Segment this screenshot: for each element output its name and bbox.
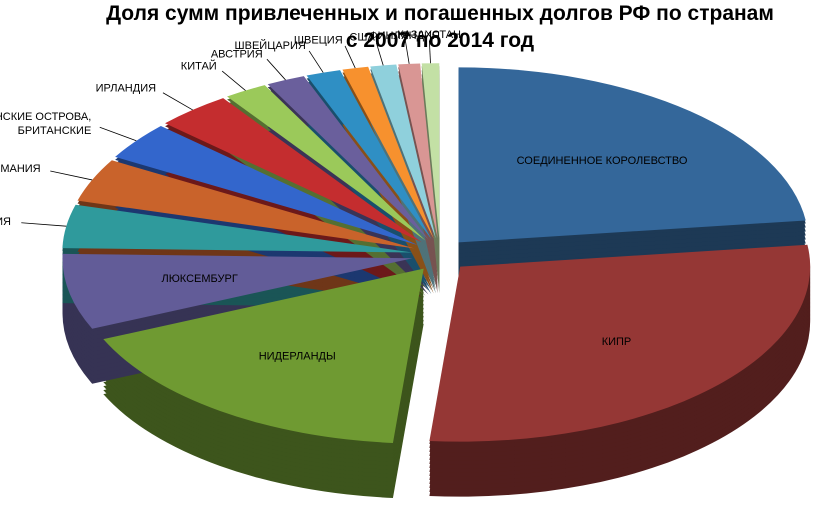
slice-label: КИПР [602, 336, 632, 348]
slice [115, 126, 418, 245]
slice-label: ЛЮКСЕМБУРГ [161, 273, 237, 285]
chart-title: с 2007 по 2014 год [346, 29, 534, 52]
leader-line [308, 50, 324, 73]
leader-line [50, 170, 93, 181]
slice-label: США [349, 32, 375, 44]
slice [370, 64, 436, 239]
leader-line [21, 222, 67, 227]
leader-line [344, 45, 356, 69]
leader-line [375, 42, 384, 66]
slice-side-layer [398, 66, 438, 242]
leader-line [405, 41, 410, 64]
slice-label: ШВЕЦИЯ [294, 35, 343, 47]
slice-label: ВИРГИНСКИЕ ОСТРОВА,БРИТАНСКИЕ [0, 111, 91, 137]
slice [165, 98, 422, 243]
slice-label: СОЕДИНЕННОЕ КОРОЛЕВСТВО [517, 155, 688, 167]
slice-label: НИДЕРЛАНДЫ [259, 351, 336, 363]
slice [227, 85, 426, 241]
slice [342, 66, 434, 239]
slice-label: ШВЕЙЦАРИЯ [235, 39, 306, 52]
slice-side-layer [398, 70, 438, 246]
slice [429, 244, 811, 442]
slice [421, 63, 440, 239]
slice [398, 63, 438, 239]
chart-title: Доля сумм привлеченных и погашенных долг… [106, 2, 774, 25]
slice [267, 76, 429, 240]
slice-label: ФРАНЦИЯ [0, 216, 11, 228]
slice-label: КАЗАХСТАН [397, 29, 461, 41]
slice-label: ФИНЛЯНДИЯ [369, 30, 440, 42]
slice-label: АВСТРИЯ [211, 48, 263, 60]
slice [103, 268, 424, 443]
slice [458, 67, 806, 243]
labels: СОЕДИНЕННОЕ КОРОЛЕВСТВО КИПР НИДЕРЛАНДЫ ЛЮК… [0, 29, 688, 363]
leader-line [266, 58, 286, 81]
slice-tops [62, 63, 811, 443]
slice-label: ГЕРМАНИЯ [0, 163, 41, 175]
slice [77, 160, 415, 249]
slice-label: КИТАЙ [181, 59, 217, 72]
leader-line [221, 70, 246, 91]
leader-line [428, 40, 431, 64]
slice [62, 204, 413, 253]
slice-label: ИРЛАНДИЯ [96, 83, 156, 95]
leader-line [99, 126, 137, 142]
slice [306, 70, 432, 240]
slice [62, 253, 413, 329]
leader-line [162, 92, 193, 111]
